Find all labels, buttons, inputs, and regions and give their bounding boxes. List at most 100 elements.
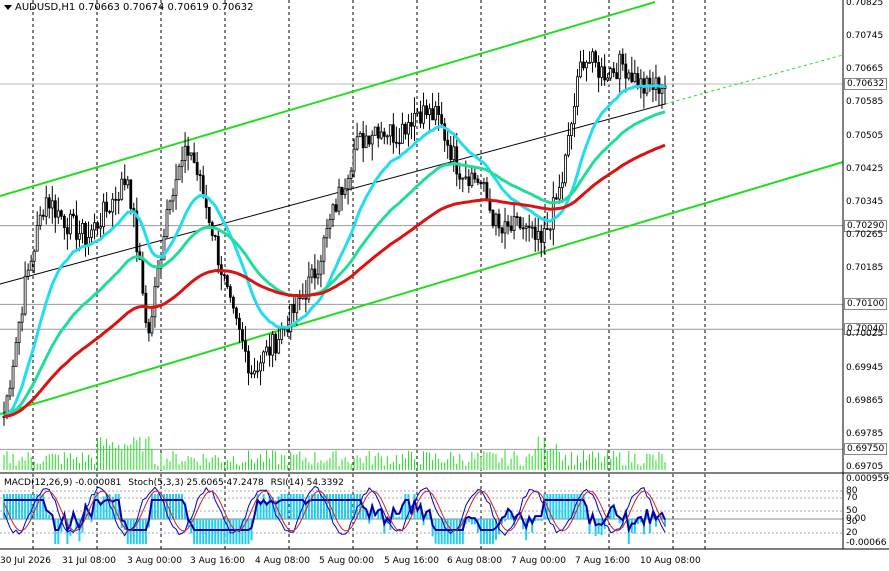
candle-body bbox=[545, 228, 549, 230]
candle-body bbox=[527, 225, 531, 228]
candle-body bbox=[23, 275, 27, 315]
candle-body bbox=[557, 187, 561, 200]
candle-body bbox=[618, 53, 622, 80]
candle-body bbox=[425, 105, 428, 116]
candle-body bbox=[422, 105, 425, 124]
candle-body bbox=[280, 328, 284, 340]
indicator-header: MACD(12,26,9) -0.000081 Stoch(5,3,3) 25.… bbox=[4, 478, 348, 488]
candle-body bbox=[491, 209, 495, 227]
stoch-label: Stoch(5,3,3) 25.6065 47.2478 bbox=[128, 478, 264, 488]
candle-body bbox=[413, 112, 416, 127]
candle-body bbox=[452, 146, 456, 160]
candle-body bbox=[455, 146, 459, 175]
horizontal-levels bbox=[0, 83, 843, 450]
price-label: 0.70185 bbox=[846, 263, 884, 274]
candle-body bbox=[225, 275, 229, 288]
candle-body bbox=[322, 237, 326, 262]
candle-body bbox=[515, 216, 519, 218]
candle-body bbox=[437, 105, 441, 115]
candle-body bbox=[337, 186, 341, 212]
time-label: 5 Aug 16:00 bbox=[384, 556, 439, 566]
candle-body bbox=[69, 213, 72, 235]
candle-body bbox=[654, 77, 658, 90]
candle-body bbox=[126, 179, 130, 186]
price-label: 0.70345 bbox=[846, 196, 884, 207]
channel-lower-line bbox=[0, 161, 844, 415]
candle-body bbox=[99, 226, 102, 229]
candle-body bbox=[560, 182, 564, 188]
time-label: 7 Aug 16:00 bbox=[575, 556, 630, 566]
price-label: 0.70040 bbox=[844, 323, 888, 336]
candle-body bbox=[90, 229, 93, 238]
candle-body bbox=[461, 177, 465, 180]
candle-body bbox=[591, 51, 594, 63]
candle-body bbox=[464, 176, 468, 179]
candle-body bbox=[241, 329, 244, 342]
price-label: 0.70025 bbox=[846, 329, 884, 340]
time-label: 6 Aug 08:00 bbox=[447, 556, 502, 566]
volume-bars bbox=[3, 436, 666, 470]
candle-body bbox=[639, 78, 643, 89]
dropdown-arrow-icon[interactable] bbox=[4, 4, 12, 10]
price-label: 0.70425 bbox=[846, 163, 884, 174]
candle-body bbox=[14, 342, 18, 367]
candle-body bbox=[213, 235, 217, 237]
candle-body bbox=[648, 77, 652, 86]
candles bbox=[2, 48, 667, 426]
candle-body bbox=[376, 126, 380, 139]
candle-body bbox=[567, 135, 570, 156]
candle-body bbox=[44, 197, 48, 217]
candle-body bbox=[105, 201, 109, 212]
time-label: 3 Aug 16:00 bbox=[190, 556, 245, 566]
channel-mid-extension bbox=[664, 54, 844, 105]
candle-body bbox=[313, 268, 317, 279]
candle-body bbox=[364, 135, 368, 149]
candle-body bbox=[268, 346, 272, 356]
candle-body bbox=[518, 216, 522, 229]
candle-body bbox=[289, 303, 293, 333]
candle-body bbox=[162, 236, 166, 261]
candle-body bbox=[340, 186, 344, 196]
candle-body bbox=[440, 114, 444, 125]
candle-body bbox=[497, 213, 501, 229]
indicator-scale-label: 50 bbox=[846, 506, 858, 516]
chart-frame bbox=[0, 0, 889, 550]
candle-body bbox=[78, 233, 81, 240]
candle-body bbox=[216, 235, 220, 266]
candle-body bbox=[458, 173, 462, 180]
candle-body bbox=[401, 123, 404, 144]
candle-body bbox=[111, 198, 115, 213]
price-label: 0.70100 bbox=[844, 298, 888, 311]
channel-mid-line bbox=[0, 103, 666, 285]
candle-body bbox=[171, 195, 175, 202]
candle-body bbox=[231, 296, 235, 309]
candle-body bbox=[41, 214, 45, 217]
candle-body bbox=[20, 313, 24, 323]
time-label: 4 Aug 08:00 bbox=[255, 556, 310, 566]
candle-body bbox=[521, 227, 525, 230]
candle-body bbox=[271, 333, 275, 356]
candle-body bbox=[192, 152, 196, 163]
candle-body bbox=[150, 316, 154, 334]
candle-body bbox=[262, 351, 265, 364]
candle-body bbox=[485, 182, 489, 201]
price-label: 0.70505 bbox=[846, 130, 884, 141]
candle-body bbox=[250, 372, 253, 375]
candle-body bbox=[563, 154, 567, 184]
candle-body bbox=[174, 179, 178, 196]
candle-body bbox=[355, 136, 359, 150]
candle-body bbox=[11, 365, 15, 389]
candle-body bbox=[325, 227, 329, 239]
candle-body bbox=[153, 286, 157, 318]
candle-body bbox=[274, 333, 278, 354]
candle-body bbox=[385, 135, 389, 138]
price-label: 0.69750 bbox=[844, 443, 888, 456]
price-label: 0.70632 bbox=[844, 77, 888, 90]
macd-signal-line bbox=[4, 497, 666, 534]
candle-body bbox=[159, 259, 163, 269]
ema-mid-line bbox=[3, 110, 666, 418]
candle-body bbox=[349, 170, 353, 180]
stoch-main-line bbox=[3, 485, 666, 537]
candle-body bbox=[8, 387, 12, 397]
